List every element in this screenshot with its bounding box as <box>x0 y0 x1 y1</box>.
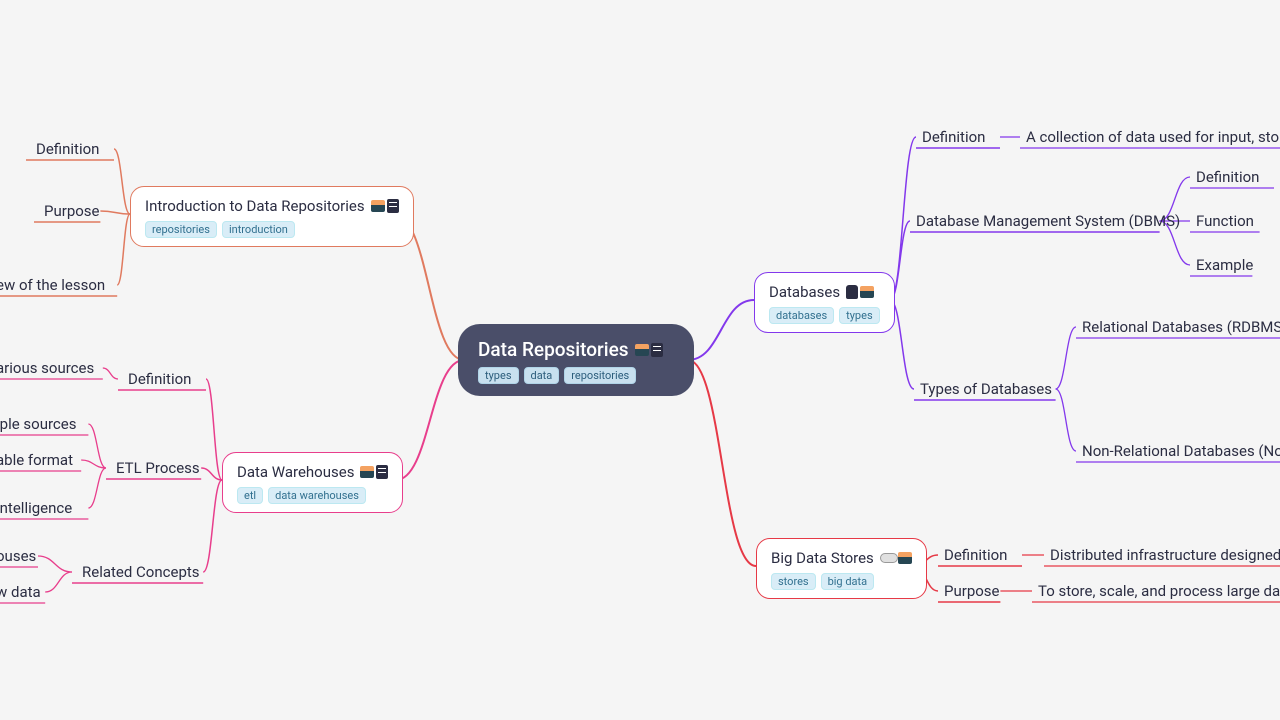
leaf-label[interactable]: Example <box>1196 256 1253 274</box>
tag: databases <box>769 307 834 324</box>
tag: repositories <box>564 367 636 384</box>
tag: etl <box>237 487 263 504</box>
tag: introduction <box>222 221 295 238</box>
leaf-label[interactable]: Definition <box>1196 168 1259 186</box>
leaf-label[interactable]: A collection of data used for input, sto… <box>1026 128 1280 146</box>
leaf-label[interactable]: intelligence <box>0 499 72 517</box>
leaf-label[interactable]: Definition <box>944 546 1007 564</box>
tag: data <box>524 367 560 384</box>
warehouses-tags: etl data warehouses <box>237 487 388 504</box>
leaf-label[interactable]: ouses <box>0 547 36 565</box>
leaf-label[interactable]: Relational Databases (RDBMS) <box>1082 318 1280 336</box>
leaf-label[interactable]: Definition <box>36 140 99 158</box>
warehouses-icon <box>360 465 388 479</box>
leaf-label[interactable]: Definition <box>922 128 985 146</box>
databases-tags: databases types <box>769 307 880 324</box>
warehouses-title-text: Data Warehouses <box>237 463 354 481</box>
tag: big data <box>821 573 875 590</box>
databases-title: Databases <box>769 283 880 301</box>
intro-node[interactable]: Introduction to Data Repositories reposit… <box>130 186 414 247</box>
intro-tags: repositories introduction <box>145 221 399 238</box>
bigdata-icon <box>880 552 912 564</box>
intro-title: Introduction to Data Repositories <box>145 197 399 215</box>
tag: repositories <box>145 221 217 238</box>
bigdata-title: Big Data Stores <box>771 549 912 567</box>
intro-title-text: Introduction to Data Repositories <box>145 197 365 215</box>
leaf-label[interactable]: Related Concepts <box>82 563 200 581</box>
leaf-label[interactable]: Distributed infrastructure designed to <box>1050 546 1280 564</box>
tag: data warehouses <box>268 487 366 504</box>
folder-icon <box>635 343 663 357</box>
tag: stores <box>771 573 816 590</box>
leaf-label[interactable]: able format <box>0 451 73 469</box>
tag: types <box>478 367 519 384</box>
warehouses-title: Data Warehouses <box>237 463 388 481</box>
databases-title-text: Databases <box>769 283 840 301</box>
leaf-label[interactable]: Purpose <box>44 202 100 220</box>
databases-icon <box>846 285 874 299</box>
bigdata-tags: stores big data <box>771 573 912 590</box>
leaf-label[interactable]: Function <box>1196 212 1254 230</box>
bigdata-title-text: Big Data Stores <box>771 549 874 567</box>
leaf-label[interactable]: Non-Relational Databases (NoSQ <box>1082 442 1280 460</box>
leaf-label[interactable]: w data <box>0 583 41 601</box>
bigdata-node[interactable]: Big Data Stores stores big data <box>756 538 927 599</box>
leaf-label[interactable]: Database Management System (DBMS) <box>916 212 1180 230</box>
leaf-label[interactable]: To store, scale, and process large data … <box>1038 582 1280 600</box>
root-node[interactable]: Data Repositories types datarepositories <box>458 324 694 396</box>
leaf-label[interactable]: Definition <box>128 370 191 388</box>
root-title-text: Data Repositories <box>478 338 629 361</box>
leaf-label[interactable]: iple sources <box>0 415 76 433</box>
databases-node[interactable]: Databases databases types <box>754 272 895 333</box>
root-title: Data Repositories <box>478 338 674 361</box>
leaf-label[interactable]: Purpose <box>944 582 1000 600</box>
leaf-label[interactable]: Types of Databases <box>920 380 1052 398</box>
leaf-label[interactable]: ew of the lesson <box>0 276 105 294</box>
intro-icon <box>371 199 399 213</box>
leaf-label[interactable]: arious sources <box>0 359 94 377</box>
root-tags: types datarepositories <box>478 367 674 384</box>
tag: types <box>839 307 880 324</box>
leaf-label[interactable]: ETL Process <box>116 459 200 477</box>
warehouses-node[interactable]: Data Warehouses etl data warehouses <box>222 452 403 513</box>
